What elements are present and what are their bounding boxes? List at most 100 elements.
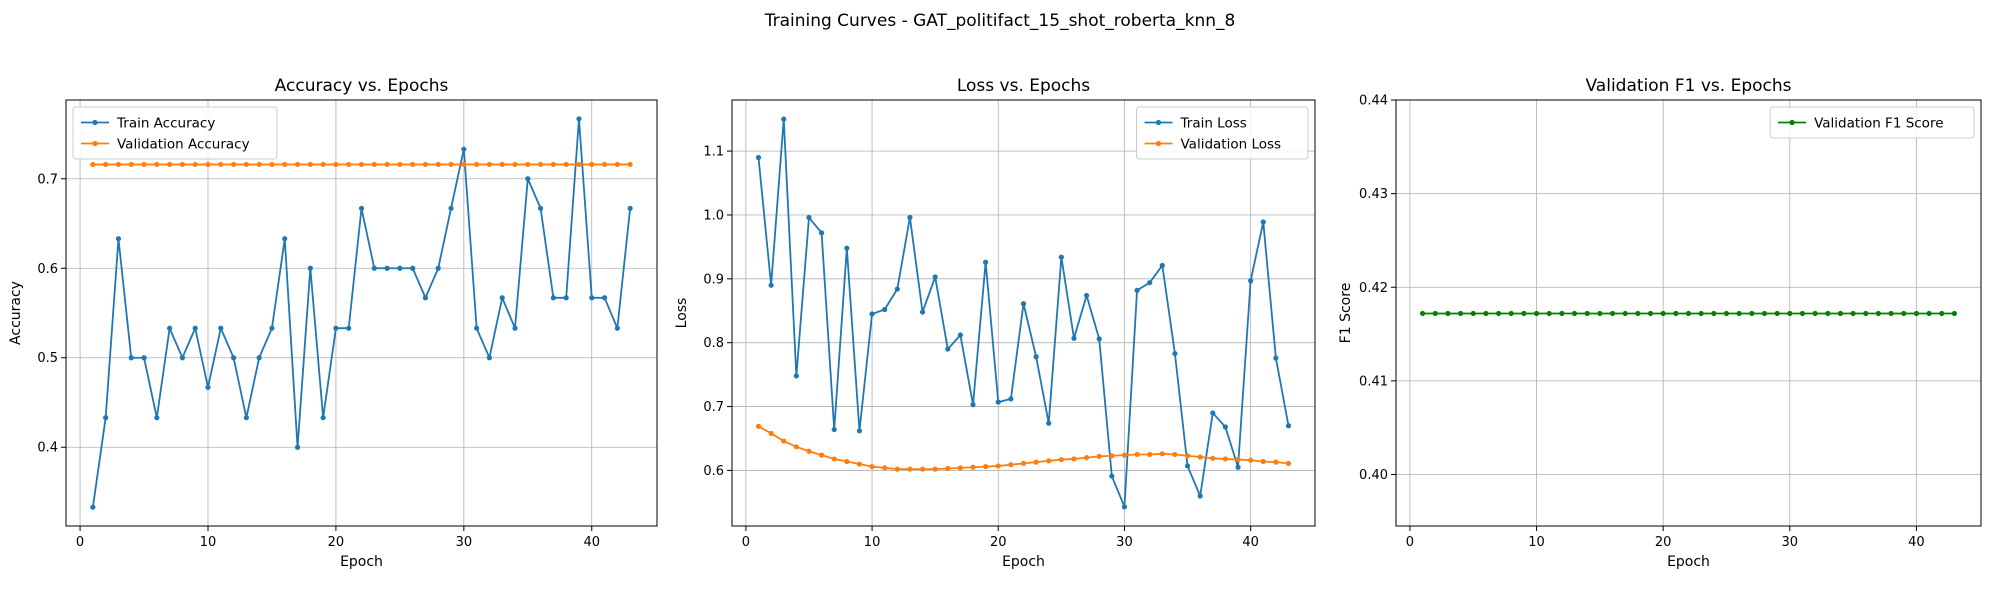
- data-point: [1222, 456, 1229, 462]
- data-point: [103, 415, 109, 421]
- data-point: [1235, 464, 1241, 470]
- data-point: [563, 161, 569, 168]
- data-point: [831, 426, 837, 433]
- data-point: [1622, 310, 1628, 317]
- data-point: [256, 161, 262, 168]
- series-train-accuracy: [90, 116, 633, 510]
- legend-label: Validation Loss: [1181, 137, 1282, 153]
- data-point: [768, 430, 774, 436]
- data-point: [486, 161, 493, 168]
- x-tick-label: 0: [76, 535, 84, 550]
- data-point: [1285, 423, 1292, 429]
- y-tick-label: 0.5: [37, 351, 58, 366]
- data-point: [818, 230, 825, 236]
- data-point: [1109, 473, 1115, 479]
- data-point: [919, 309, 926, 315]
- y-tick-label: 0.6: [703, 464, 724, 479]
- y-axis-label: F1 Score: [1338, 283, 1354, 344]
- data-point: [294, 161, 301, 168]
- data-point: [983, 259, 989, 265]
- data-point: [1951, 310, 1958, 317]
- data-point: [282, 161, 288, 168]
- data-point: [1184, 463, 1191, 469]
- legend: Validation F1 Score: [1769, 106, 1975, 139]
- x-tick-label: 0: [1406, 535, 1414, 550]
- chart-panel-1: 0 10 20 30 40 0.4 0.5 0.6 0.7 Accuracy vs. Epochs…: [8, 76, 658, 570]
- data-point: [282, 236, 288, 242]
- data-point: [333, 325, 339, 331]
- data-point: [576, 116, 582, 122]
- data-point: [806, 214, 812, 221]
- data-point: [1939, 310, 1945, 317]
- data-point: [1248, 278, 1254, 284]
- data-point: [869, 464, 875, 470]
- data-point: [1121, 504, 1128, 510]
- y-tick-label: 0.40: [1359, 468, 1388, 483]
- data-point: [410, 265, 416, 271]
- data-point: [435, 161, 441, 168]
- data-point: [141, 161, 147, 168]
- data-point: [907, 214, 913, 221]
- axes-frame: [1395, 99, 1982, 527]
- data-point: [831, 456, 837, 462]
- data-point: [563, 295, 569, 301]
- data-point: [90, 504, 96, 510]
- data-point: [970, 402, 976, 408]
- data-point: [1121, 452, 1128, 458]
- axes-frame: [731, 99, 1316, 527]
- y-tick-label: 0.8: [703, 336, 724, 351]
- data-point: [1723, 310, 1730, 317]
- data-point: [1058, 254, 1064, 260]
- data-point: [128, 355, 134, 361]
- data-point: [932, 274, 938, 280]
- data-point: [141, 355, 147, 361]
- data-point: [995, 463, 1001, 469]
- data-point: [856, 461, 863, 467]
- data-point: [1483, 310, 1489, 317]
- data-point: [1495, 310, 1502, 317]
- data-point: [932, 466, 938, 472]
- data-point: [243, 161, 249, 168]
- y-tick-label: 0.7: [703, 400, 724, 415]
- data-point: [537, 161, 544, 168]
- data-point: [179, 355, 186, 361]
- legend-swatch-marker: [92, 140, 98, 147]
- series-train-loss: [755, 116, 1292, 510]
- data-point: [154, 161, 160, 168]
- data-point: [1096, 453, 1102, 459]
- data-point: [486, 355, 493, 361]
- data-point: [512, 325, 518, 331]
- data-point: [957, 332, 964, 338]
- data-point: [371, 161, 377, 168]
- data-point: [256, 355, 262, 361]
- data-point: [856, 428, 863, 434]
- data-point: [1736, 310, 1742, 317]
- data-point: [1901, 310, 1907, 317]
- data-point: [844, 458, 850, 465]
- data-point: [167, 325, 173, 331]
- data-point: [422, 161, 429, 168]
- data-point: [1235, 456, 1241, 463]
- data-point: [1470, 310, 1476, 317]
- data-point: [346, 161, 352, 168]
- figure-suptitle: Training Curves - GAT_politifact_15_shot…: [764, 11, 1236, 31]
- data-point: [1222, 424, 1229, 430]
- data-point: [422, 295, 429, 301]
- data-point: [1273, 459, 1279, 465]
- data-point: [1559, 310, 1565, 317]
- data-point: [1837, 310, 1844, 317]
- data-point: [525, 176, 531, 182]
- data-point: [525, 161, 531, 168]
- data-point: [576, 161, 582, 168]
- data-point: [1445, 310, 1451, 317]
- data-point: [448, 205, 454, 211]
- data-point: [1546, 310, 1552, 317]
- data-point: [1172, 350, 1178, 357]
- data-point: [1260, 219, 1266, 225]
- data-point: [1888, 310, 1894, 317]
- data-point: [384, 161, 390, 168]
- data-point: [1419, 310, 1426, 317]
- data-point: [1159, 262, 1165, 269]
- data-point: [1008, 396, 1014, 402]
- data-point: [397, 265, 403, 271]
